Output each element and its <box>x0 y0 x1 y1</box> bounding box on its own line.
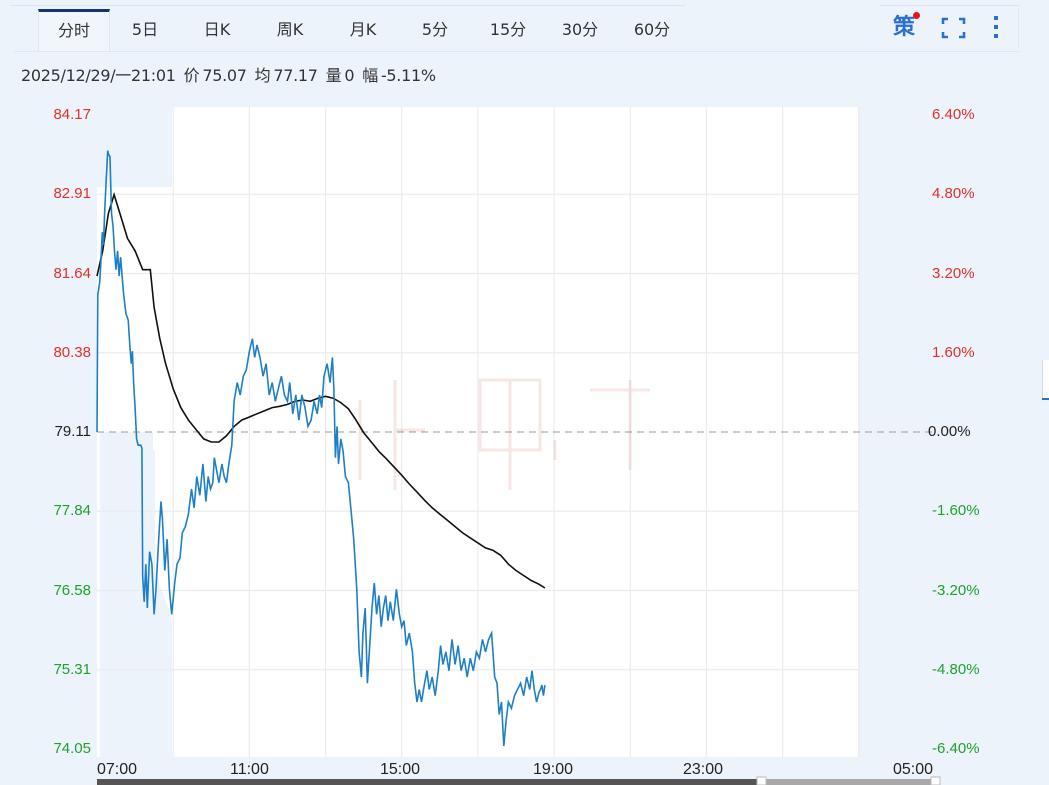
x-tick: 05:00 <box>893 761 934 778</box>
premarket-shade-bottom <box>100 432 172 757</box>
avg-label: 均 <box>254 66 271 85</box>
range-bar-future <box>762 779 935 785</box>
fullscreen-button[interactable] <box>940 12 970 44</box>
change-label: 幅 <box>362 66 378 85</box>
side-panel-marker <box>1042 398 1049 400</box>
change-value: -5.11% <box>380 66 436 85</box>
volume-label: 量 <box>325 66 342 85</box>
y-tick-right: 3.20% <box>932 264 975 282</box>
tab-5day[interactable]: 5日 <box>131 20 159 39</box>
range-bar-track <box>97 779 935 785</box>
price-value: 75.07 <box>202 66 247 85</box>
tab-30min[interactable]: 30分 <box>561 20 599 39</box>
y-tick-right: -4.80% <box>932 660 980 678</box>
y-tick-right: -6.40% <box>932 740 980 757</box>
tab-60min[interactable]: 60分 <box>633 20 671 39</box>
x-tick: 15:00 <box>380 761 421 778</box>
tab-15min[interactable]: 15分 <box>489 20 527 39</box>
notification-dot <box>913 12 920 19</box>
quote-info-bar: 2025/12/29/一21:01 价 75.07 均 77.17 量 0 幅 -5.11% <box>21 62 444 86</box>
toolbar-divider <box>1018 8 1019 48</box>
x-tick: 19:00 <box>533 761 574 778</box>
side-panel-edge[interactable] <box>1042 360 1049 400</box>
tab-monthly-k[interactable]: 月K <box>349 20 377 39</box>
y-tick-left: 80.38 <box>53 343 91 361</box>
fullscreen-icon <box>941 17 966 39</box>
range-handle-right[interactable] <box>930 776 941 785</box>
y-tick-right: 0.00% <box>928 423 971 440</box>
premarket-shade-top <box>97 107 172 187</box>
y-tick-right: 6.40% <box>932 106 975 123</box>
x-tick: 11:00 <box>230 761 269 778</box>
y-tick-left: 75.31 <box>53 660 91 678</box>
y-tick-left: 82.91 <box>53 185 91 203</box>
avg-value: 77.17 <box>273 66 318 85</box>
range-handle-left[interactable] <box>756 776 767 785</box>
top-divider-right <box>880 5 1020 6</box>
tab-weekly-k[interactable]: 周K <box>276 20 304 39</box>
x-tick: 07:00 <box>97 761 138 778</box>
tab-daily-k[interactable]: 日K <box>203 20 231 39</box>
more-button[interactable] <box>982 12 1012 44</box>
volume-value: 0 <box>344 66 355 85</box>
y-tick-left: 81.64 <box>53 264 91 282</box>
avg-price-line <box>96 191 546 589</box>
y-tick-right: -1.60% <box>932 502 980 520</box>
y-tick-left: 84.17 <box>53 106 91 123</box>
tab-intraday[interactable]: 分时 <box>38 9 110 51</box>
y-tick-left: 77.84 <box>53 502 91 520</box>
price-label: 价 <box>183 66 200 85</box>
y-tick-left: 74.05 <box>53 740 91 757</box>
y-tick-right: 4.80% <box>932 185 975 203</box>
y-tick-right: -3.20% <box>932 581 980 599</box>
x-tick: 23:00 <box>683 761 724 778</box>
strategy-button[interactable]: 策 <box>893 12 923 44</box>
period-tabs: 分时 5日 日K 周K 月K 5分 15分 30分 60分 <box>14 9 1019 52</box>
top-divider <box>10 5 685 6</box>
datetime: 2025/12/29/一21:01 <box>21 66 176 85</box>
strategy-icon: 策 <box>893 15 916 40</box>
tab-5min[interactable]: 5分 <box>421 20 449 39</box>
y-tick-right: 1.60% <box>932 343 975 361</box>
watermark <box>358 378 650 490</box>
more-vertical-icon <box>994 16 998 38</box>
y-tick-left: 79.11 <box>54 423 91 440</box>
y-tick-left: 76.58 <box>53 581 91 599</box>
price-line <box>96 150 546 746</box>
